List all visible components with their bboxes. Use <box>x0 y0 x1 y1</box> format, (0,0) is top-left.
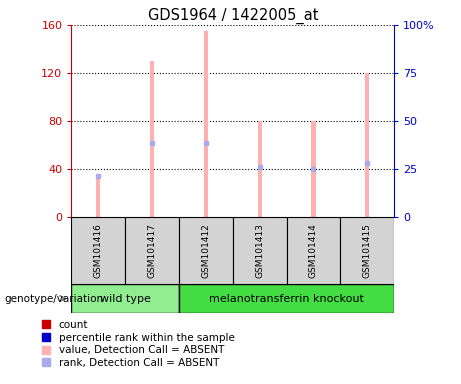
Bar <box>150 61 154 217</box>
Text: GSM101412: GSM101412 <box>201 223 210 278</box>
Text: GSM101413: GSM101413 <box>255 223 264 278</box>
Text: wild type: wild type <box>100 293 151 304</box>
Bar <box>204 31 208 217</box>
Bar <box>311 121 316 217</box>
Bar <box>71 284 179 313</box>
Bar <box>96 175 100 217</box>
Bar <box>179 217 233 284</box>
Bar <box>179 284 394 313</box>
Text: GSM101416: GSM101416 <box>94 223 103 278</box>
Text: GSM101414: GSM101414 <box>309 223 318 278</box>
Text: genotype/variation: genotype/variation <box>5 293 104 304</box>
Text: GSM101415: GSM101415 <box>363 223 372 278</box>
Legend: count, percentile rank within the sample, value, Detection Call = ABSENT, rank, : count, percentile rank within the sample… <box>42 320 235 368</box>
Bar <box>233 217 287 284</box>
Bar <box>125 217 179 284</box>
Bar <box>71 217 125 284</box>
Bar <box>365 73 369 217</box>
Bar <box>287 217 340 284</box>
Text: GSM101417: GSM101417 <box>148 223 157 278</box>
Text: melanotransferrin knockout: melanotransferrin knockout <box>209 293 364 304</box>
Bar <box>258 121 262 217</box>
Bar <box>340 217 394 284</box>
Title: GDS1964 / 1422005_at: GDS1964 / 1422005_at <box>148 7 318 23</box>
